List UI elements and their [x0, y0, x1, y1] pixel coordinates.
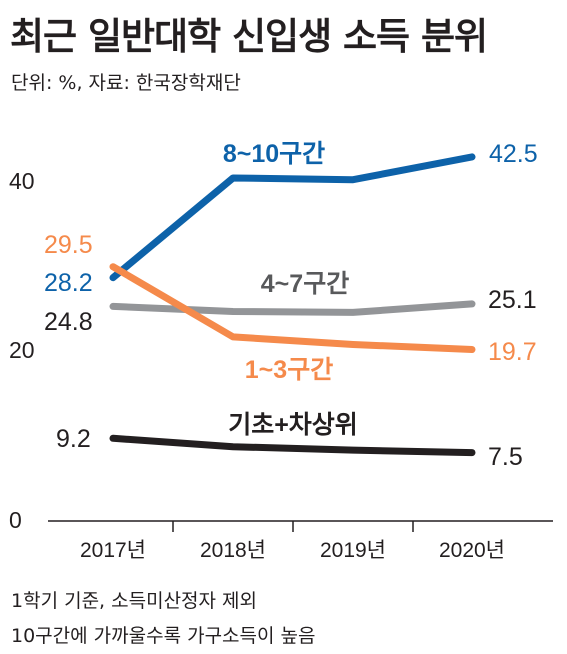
series-name-label: 1~3구간: [245, 356, 333, 384]
chart-subtitle: 단위: %, 자료: 한국장학재단: [11, 72, 241, 94]
series-line: [109, 263, 476, 353]
footnote-basis: 1학기 기준, 소득미산정자 제외: [11, 590, 258, 612]
series-line: [109, 153, 476, 282]
start-value-label: 29.5: [44, 231, 93, 259]
start-value-label: 9.2: [56, 425, 91, 453]
y-tick-label: 0: [9, 507, 22, 533]
x-tick-label: 2019년: [320, 539, 386, 562]
x-tick-label: 2018년: [200, 539, 266, 562]
start-value-label: 28.2: [44, 269, 93, 297]
series-line: [109, 300, 476, 316]
series-name-label: 4~7구간: [261, 270, 349, 298]
y-tick-label: 40: [9, 168, 35, 194]
start-value-label: 24.8: [44, 308, 93, 336]
x-tick-label: 2017년: [80, 539, 146, 562]
x-tick-label: 2020년: [439, 539, 505, 562]
end-value-label: 19.7: [488, 338, 537, 366]
end-value-label: 42.5: [489, 140, 538, 168]
chart-title: 최근 일반대학 신입생 소득 분위: [10, 15, 488, 58]
footnote-scale: 10구간에 가까울수록 가구소득이 높음: [11, 625, 316, 647]
line-chart: 2017년 2018년 2019년 2020년 0 20 40 8~10구간 28.2 42.5 4…: [9, 140, 553, 562]
series-line: [109, 434, 476, 457]
series-name-label: 8~10구간: [223, 140, 325, 168]
series-name-label: 기초+차상위: [228, 411, 358, 439]
end-value-label: 7.5: [488, 443, 523, 471]
end-value-label: 25.1: [488, 286, 537, 314]
y-tick-label: 20: [9, 337, 35, 363]
